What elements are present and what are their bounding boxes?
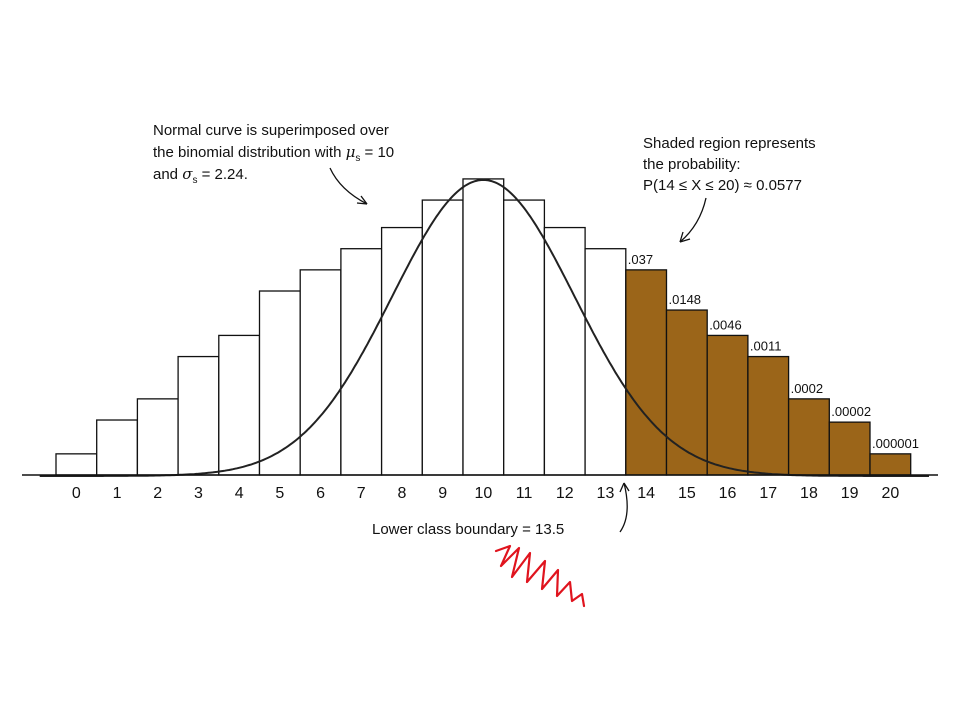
data-label-18: .0002 [791, 381, 824, 396]
data-label-16: .0046 [709, 317, 742, 332]
data-labels: .037 .0148 .0046 .0011 .0002 .00002 .000001 [628, 252, 919, 451]
annotation-line-2: the binomial distribution with μs = 10 [153, 143, 394, 164]
bars-group [55, 178, 912, 476]
x-tick-19: 19 [841, 485, 859, 502]
x-tick-18: 18 [800, 485, 818, 502]
bar-15 [665, 309, 708, 476]
data-label-20: .000001 [872, 436, 919, 451]
sigma-subscript: s [192, 175, 197, 186]
x-tick-15: 15 [678, 485, 696, 502]
data-label-19: .00002 [831, 404, 871, 419]
mu-symbol: μ [346, 143, 356, 161]
bar-14 [625, 269, 668, 476]
bar-7 [340, 248, 383, 476]
x-tick-1: 1 [113, 485, 122, 502]
x-tick-9: 9 [438, 485, 447, 502]
bar-20 [869, 453, 912, 476]
annotation-arrowhead-right [679, 231, 691, 243]
x-tick-17: 17 [759, 485, 777, 502]
bar-19 [828, 421, 871, 476]
x-tick-8: 8 [397, 485, 406, 502]
bar-11 [503, 199, 546, 476]
data-label-15: .0148 [669, 292, 702, 307]
x-tick-2: 2 [153, 485, 162, 502]
x-tick-7: 7 [357, 485, 366, 502]
annotation-line-1: Normal curve is superimposed over [153, 122, 389, 139]
x-tick-13: 13 [597, 485, 615, 502]
boundary-note: Lower class boundary = 13.5 [372, 521, 564, 538]
x-tick-5: 5 [275, 485, 284, 502]
x-tick-20: 20 [881, 485, 899, 502]
x-tick-10: 10 [474, 485, 492, 502]
mu-subscript: s [355, 153, 360, 164]
boundary-annotation: Lower class boundary = 13.5 [372, 482, 630, 538]
sigma-value: = 2.24. [197, 166, 247, 183]
annotation-arrowhead-left [356, 195, 368, 205]
bar-10 [462, 178, 505, 476]
bar-12 [543, 226, 586, 476]
bar-6 [299, 269, 342, 476]
red-scribble-mark [494, 544, 586, 608]
annotation-line-2-text: the binomial distribution with [153, 144, 346, 161]
mu-value: = 10 [360, 144, 394, 161]
x-tick-4: 4 [235, 485, 244, 502]
bar-8 [380, 226, 423, 476]
normal-curve-annotation: Normal curve is superimposed over the bi… [153, 122, 394, 205]
annotation-line-3: and σs = 2.24. [153, 165, 248, 186]
bar-18 [787, 398, 830, 476]
x-tick-12: 12 [556, 485, 574, 502]
annotation-arrow-right [679, 197, 707, 243]
bar-16 [706, 334, 749, 476]
bar-4 [218, 334, 261, 476]
bar-3 [177, 355, 220, 476]
annotation-line-3-text: and [153, 166, 182, 183]
x-tick-0: 0 [72, 485, 81, 502]
sigma-symbol: σ [182, 165, 193, 183]
shaded-note-line-1: Shaded region represents [643, 135, 816, 152]
bar-17 [747, 355, 790, 476]
bar-9 [421, 199, 464, 476]
bar-5 [258, 290, 301, 476]
annotation-arrow-left [329, 167, 368, 205]
bar-13 [584, 248, 627, 476]
x-tick-16: 16 [719, 485, 737, 502]
boundary-arrow [619, 482, 628, 533]
shaded-note-line-3: P(14 ≤ X ≤ 20) ≈ 0.0577 [643, 177, 802, 194]
shaded-region-annotation: Shaded region represents the probability… [643, 135, 816, 243]
x-tick-labels: 0 1 2 3 4 5 6 7 8 9 10 11 12 13 14 15 16 17 18 19 20 [72, 485, 899, 502]
bar-1 [96, 419, 139, 476]
bar-0 [55, 453, 98, 476]
data-label-14: .037 [628, 252, 653, 267]
x-tick-6: 6 [316, 485, 325, 502]
shaded-note-line-2: the probability: [643, 156, 741, 173]
data-label-17: .0011 [750, 339, 782, 354]
x-tick-3: 3 [194, 485, 203, 502]
bar-2 [136, 398, 179, 476]
boundary-arrowhead [619, 482, 630, 493]
x-tick-11: 11 [516, 485, 533, 502]
x-tick-14: 14 [637, 485, 655, 502]
